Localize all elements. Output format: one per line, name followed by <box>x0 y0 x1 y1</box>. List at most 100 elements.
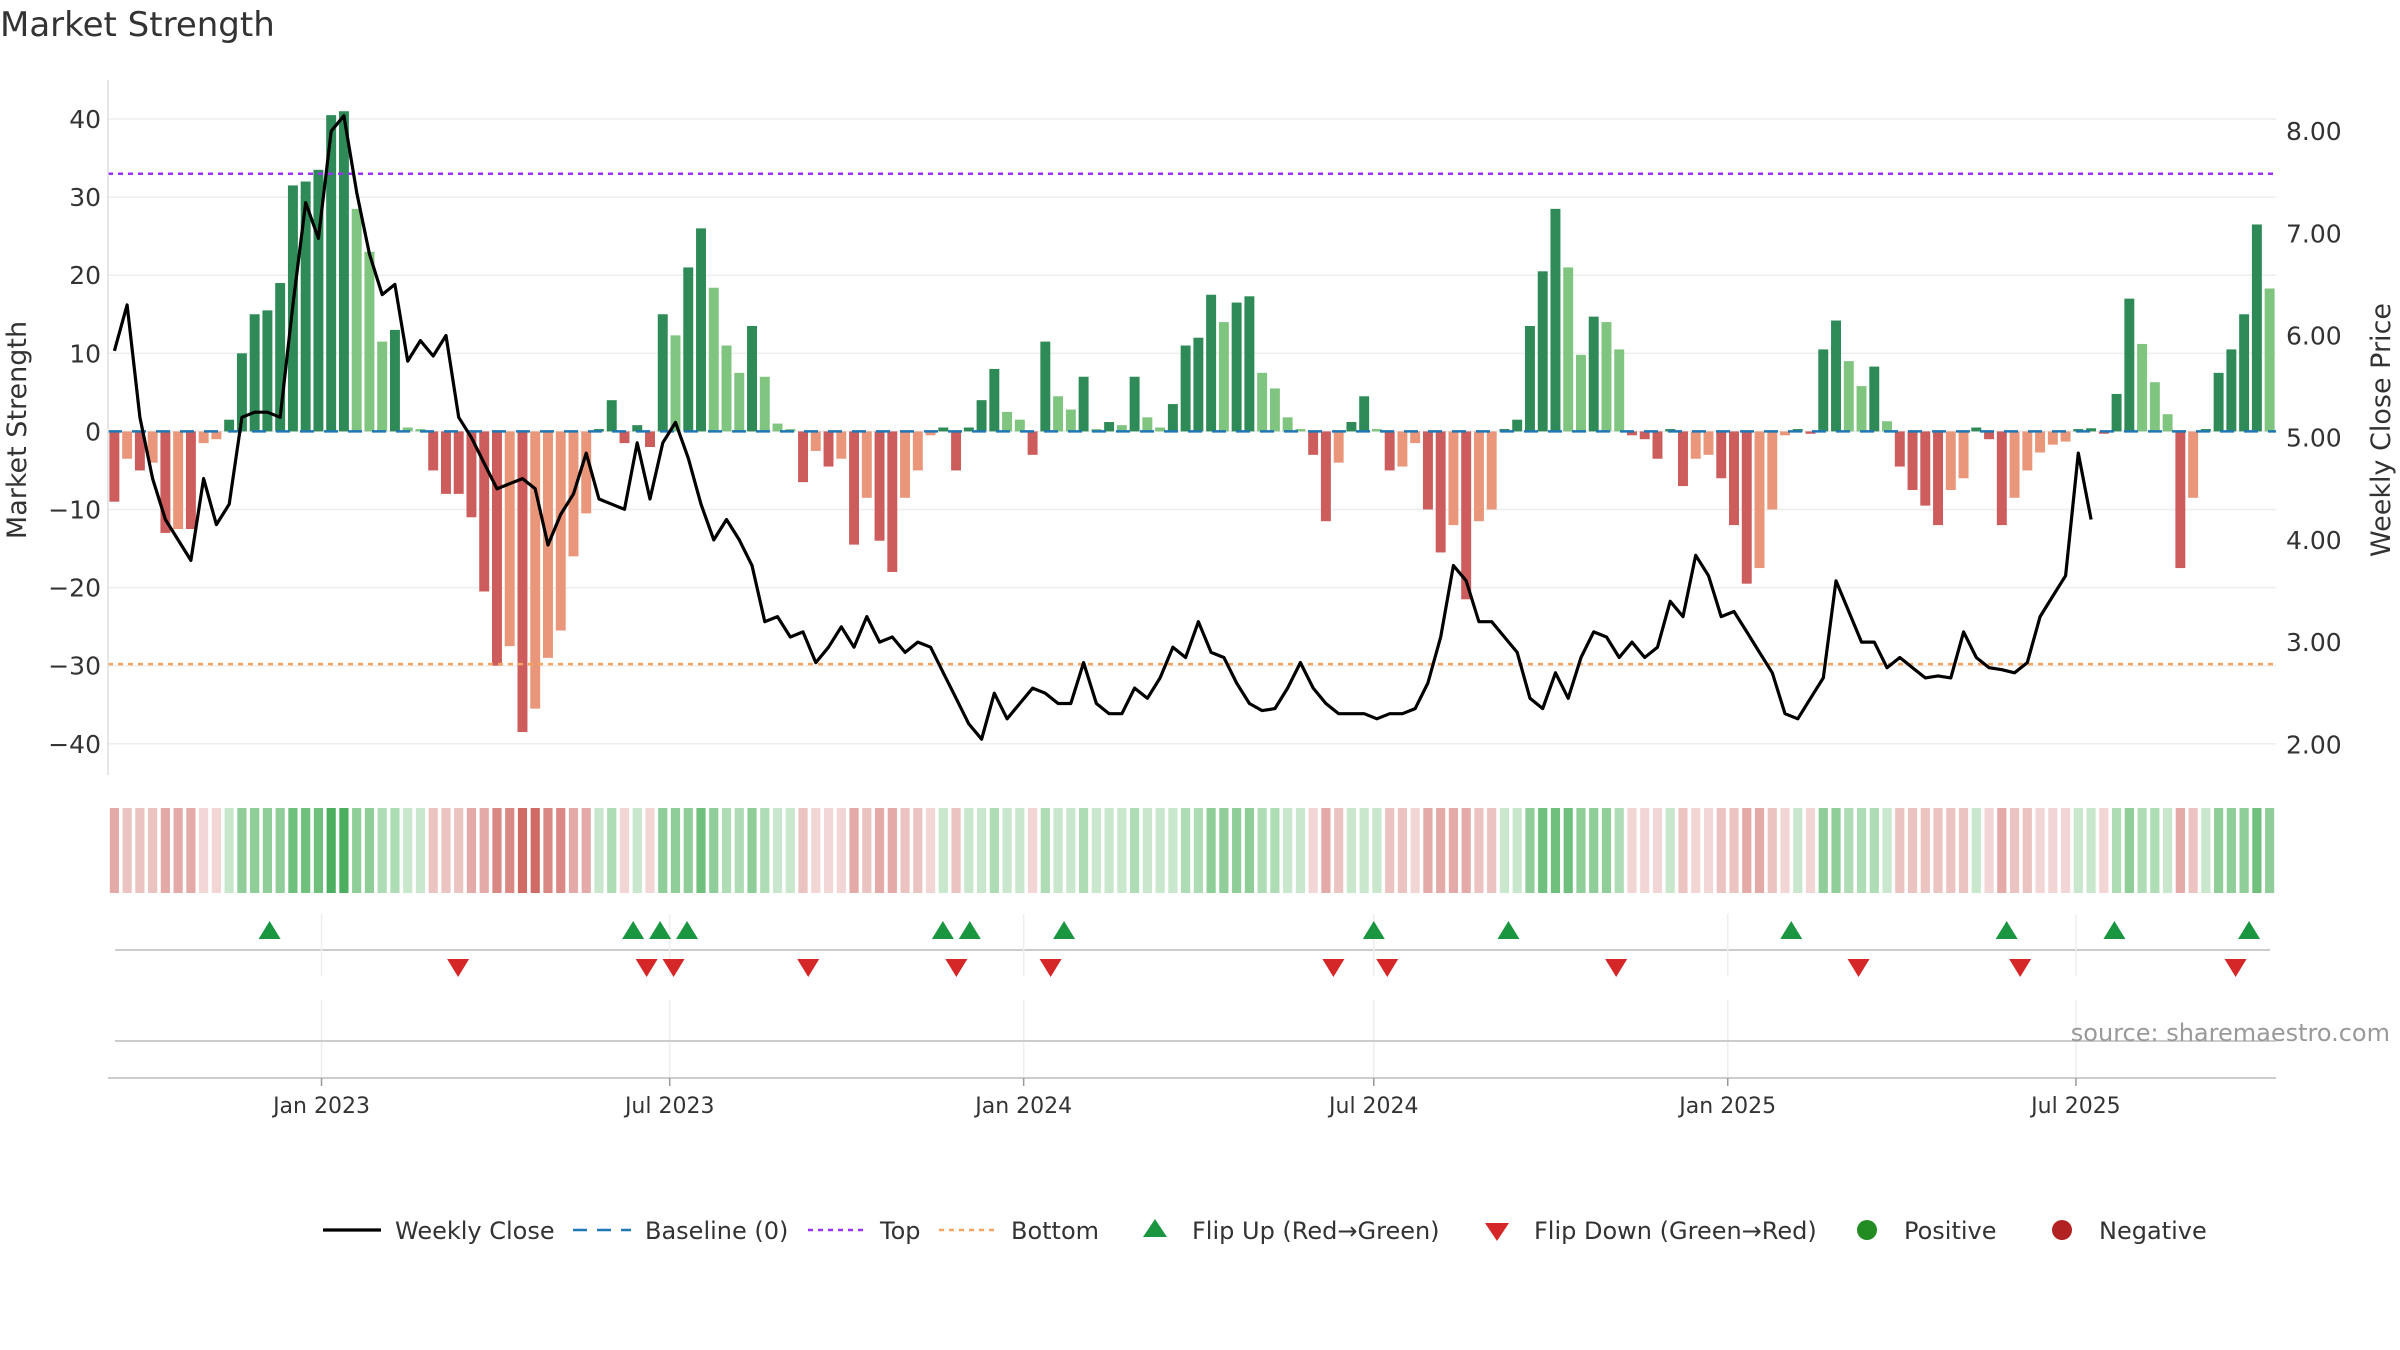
band-cell <box>428 808 438 893</box>
flip-up-marker <box>931 921 954 939</box>
band-cell <box>1283 808 1293 893</box>
strength-bar <box>1333 431 1344 463</box>
strength-bar <box>1588 316 1599 432</box>
strength-bar <box>185 431 196 530</box>
strength-bar <box>1741 431 1752 584</box>
y-tick-label: 30 <box>69 183 101 212</box>
band-cell <box>1754 808 1765 893</box>
band-cell <box>2124 808 2134 893</box>
strength-bar <box>976 400 987 432</box>
band-cell <box>1168 808 1178 893</box>
band-cell <box>109 808 119 893</box>
y-tick-label: −10 <box>48 495 101 524</box>
band-cell <box>505 808 515 893</box>
band-cell <box>568 808 579 893</box>
strength-bar <box>798 431 809 483</box>
reference-lines <box>108 172 2276 666</box>
left-axis-label: Market Strength <box>2 321 33 539</box>
strength-bar <box>1754 431 1765 569</box>
band-cell <box>862 808 872 893</box>
band-cell <box>1027 808 1038 893</box>
flip-up-marker <box>1497 921 1520 939</box>
band-cell <box>1907 808 1918 893</box>
strength-bar <box>1027 431 1038 455</box>
strength-bar <box>122 431 133 459</box>
strength-bar <box>2022 431 2033 471</box>
band-cell <box>2163 808 2173 893</box>
band-cell <box>1244 808 1254 893</box>
band-cell <box>1691 808 1701 893</box>
strength-bar <box>810 431 821 451</box>
band-cell <box>211 808 221 893</box>
strength-bar <box>173 431 184 530</box>
strength-bar <box>836 431 847 459</box>
flip-up-marker <box>958 921 981 939</box>
band-cell <box>492 808 502 893</box>
strength-bar <box>300 181 311 432</box>
strength-bar <box>2251 224 2262 432</box>
strength-bar <box>198 431 209 444</box>
strength-bar <box>1295 429 1306 432</box>
band-cell <box>1984 808 1994 893</box>
strength-bar <box>657 314 668 432</box>
strength-bar <box>1014 419 1025 432</box>
strength-bar <box>1524 325 1535 432</box>
y-tick-label: 40 <box>69 105 101 134</box>
weekly-close-line <box>112 114 2093 741</box>
band-cell <box>1002 808 1012 893</box>
strength-bar <box>1206 294 1217 432</box>
y2-tick-label: 8.00 <box>2286 117 2342 146</box>
band-cell <box>1971 808 1981 893</box>
strength-bar <box>1180 345 1191 432</box>
band-cell <box>1589 808 1599 893</box>
band-cell <box>1742 808 1752 893</box>
band-cell <box>224 808 234 893</box>
strength-bar <box>1818 349 1829 432</box>
strength-bar <box>440 431 451 494</box>
strength-bar <box>2035 431 2046 453</box>
strength-bar <box>772 423 783 432</box>
strength-heat-band <box>109 808 2275 893</box>
band-cell <box>1652 808 1663 893</box>
band-cell <box>811 808 821 893</box>
band-cell <box>1895 808 1905 893</box>
y-tick-label: −20 <box>48 574 101 603</box>
band-cell <box>186 808 196 893</box>
band-cell <box>1512 808 1522 893</box>
strength-bar <box>1512 419 1523 432</box>
left-y-axis: 40 30 20 10 0 −10 −20 −30 −40 <box>48 80 109 775</box>
legend-label: Positive <box>1904 1217 1997 1245</box>
strength-bar <box>1065 409 1076 432</box>
y-tick-label: 20 <box>69 261 101 290</box>
x-axis: Jan 2023 Jul 2023 Jan 2024 Jul 2024 Jan 2025… <box>108 1077 2276 1119</box>
band-cell <box>1729 808 1739 893</box>
band-cell <box>2150 808 2160 893</box>
band-cell <box>1538 808 1548 893</box>
strength-bar <box>747 325 757 432</box>
legend-label: Weekly Close <box>395 1217 555 1245</box>
strength-bar <box>2149 382 2160 432</box>
legend-flip-down-icon <box>1485 1223 1509 1241</box>
band-cell <box>415 808 426 893</box>
band-cell <box>1206 808 1216 893</box>
strength-bar <box>1002 411 1013 432</box>
strength-bar <box>211 431 222 440</box>
band-cell <box>607 808 617 893</box>
strength-bar <box>2111 393 2122 432</box>
strength-bar <box>2137 343 2148 432</box>
band-cell <box>250 808 260 893</box>
strength-bar <box>1040 341 1051 432</box>
strength-bar <box>1371 429 1382 432</box>
band-cell <box>2226 808 2236 893</box>
band-cell <box>2188 808 2198 893</box>
band-cell <box>1308 808 1318 893</box>
band-cell <box>1346 808 1357 893</box>
x-tick-label: Jan 2024 <box>973 1094 1072 1119</box>
band-cell <box>658 808 668 893</box>
strength-bar <box>555 431 566 631</box>
band-cell <box>1946 808 1956 893</box>
band-cell <box>2022 808 2032 893</box>
strength-bar <box>1435 431 1446 553</box>
band-cell <box>479 808 489 893</box>
band-cell <box>1920 808 1930 893</box>
